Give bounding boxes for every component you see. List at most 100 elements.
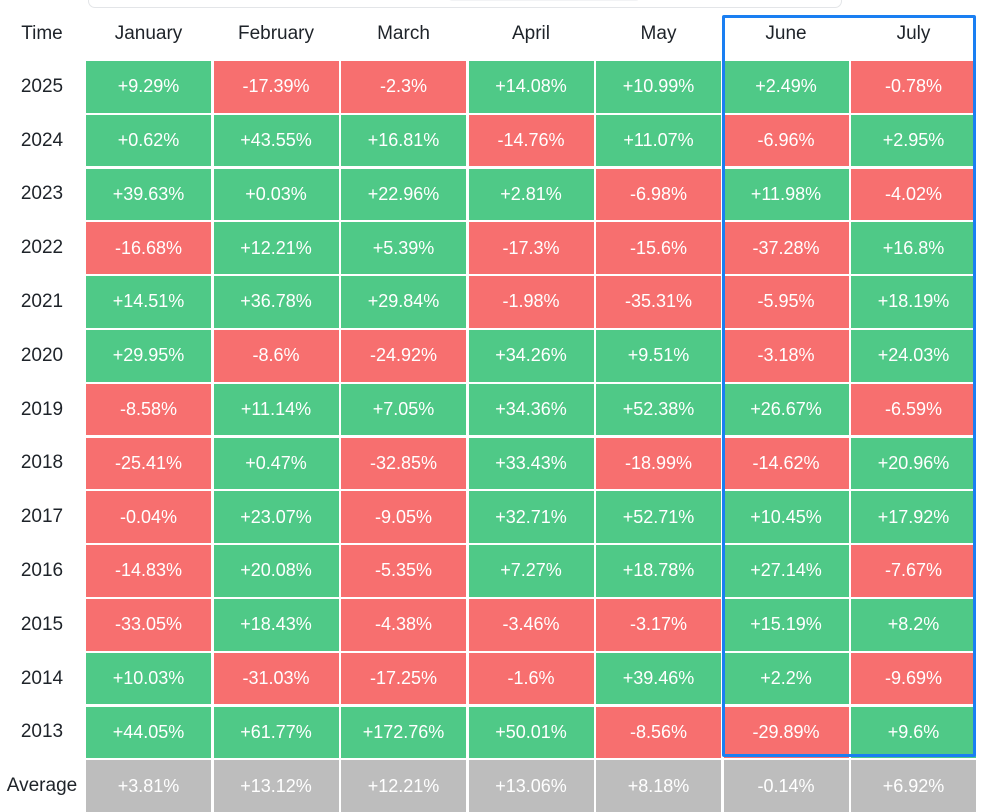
- cell-2018-june: -14.62%: [723, 437, 849, 490]
- cell-2021-july: +18.19%: [851, 276, 976, 328]
- cell-2016-july: -7.67%: [851, 545, 976, 597]
- cell-2023-april: +2.81%: [468, 168, 594, 221]
- cell-2017-january: -0.04%: [86, 491, 211, 543]
- row-label-2016: 2016: [20, 559, 64, 581]
- cell-2020-june: -3.18%: [723, 330, 849, 382]
- cell-2025-may: +10.99%: [596, 61, 721, 113]
- average-july: +6.92%: [851, 760, 976, 812]
- cell-2021-april: -1.98%: [468, 276, 594, 328]
- cell-2024-may: +11.07%: [596, 114, 721, 167]
- corner-label: Time: [21, 23, 63, 44]
- cell-2017-may: +52.71%: [596, 491, 721, 543]
- cell-2017-february: +23.07%: [213, 491, 339, 543]
- cell-2017-june: +10.45%: [723, 491, 849, 543]
- row-label-2024: 2024: [20, 129, 64, 151]
- cell-2015-july: +8.2%: [851, 599, 976, 651]
- cell-2019-may: +52.38%: [596, 383, 721, 436]
- row-label-2017: 2017: [20, 506, 64, 528]
- cell-2024-february: +43.55%: [213, 114, 339, 167]
- row-label-2023: 2023: [20, 183, 64, 205]
- cell-2014-july: -9.69%: [851, 652, 976, 705]
- cell-2023-june: +11.98%: [723, 168, 849, 221]
- cell-2018-february: +0.47%: [213, 437, 339, 490]
- column-header-march: March: [377, 23, 430, 44]
- cell-2018-july: +20.96%: [851, 437, 976, 490]
- cell-2024-june: -6.96%: [723, 114, 849, 167]
- average-june: -0.14%: [723, 760, 849, 812]
- cell-2014-april: -1.6%: [468, 652, 594, 705]
- row-label-2013: 2013: [20, 721, 64, 743]
- cell-2014-february: -31.03%: [213, 652, 339, 705]
- cell-2015-february: +18.43%: [213, 599, 339, 651]
- cell-2016-january: -14.83%: [86, 545, 211, 597]
- cell-2021-june: -5.95%: [723, 276, 849, 328]
- cell-2017-march: -9.05%: [341, 491, 466, 543]
- cell-2024-july: +2.95%: [851, 114, 976, 167]
- cell-2025-july: -0.78%: [851, 61, 976, 113]
- cell-2018-january: -25.41%: [86, 437, 211, 490]
- cell-2020-march: -24.92%: [341, 330, 466, 382]
- cell-2016-february: +20.08%: [213, 545, 339, 597]
- cell-2023-january: +39.63%: [86, 168, 211, 221]
- cell-2020-april: +34.26%: [468, 330, 594, 382]
- cell-2016-june: +27.14%: [723, 545, 849, 597]
- cell-2019-july: -6.59%: [851, 383, 976, 436]
- row-label-2015: 2015: [20, 613, 64, 635]
- cell-2025-april: +14.08%: [468, 61, 594, 113]
- cell-2016-april: +7.27%: [468, 545, 594, 597]
- cell-2021-may: -35.31%: [596, 276, 721, 328]
- row-label-2018: 2018: [20, 452, 64, 474]
- cell-2016-may: +18.78%: [596, 545, 721, 597]
- cell-2019-april: +34.36%: [468, 383, 594, 436]
- cell-2023-march: +22.96%: [341, 168, 466, 221]
- cell-2019-june: +26.67%: [723, 383, 849, 436]
- row-label-2019: 2019: [20, 398, 64, 420]
- cell-2024-january: +0.62%: [86, 114, 211, 167]
- cell-2015-april: -3.46%: [468, 599, 594, 651]
- cell-2020-february: -8.6%: [213, 330, 339, 382]
- average-february: +13.12%: [213, 760, 339, 812]
- column-header-may: May: [640, 23, 677, 44]
- cell-2024-march: +16.81%: [341, 114, 466, 167]
- average-march: +12.21%: [341, 760, 466, 812]
- cell-2015-january: -33.05%: [86, 599, 211, 651]
- cell-2024-april: -14.76%: [468, 114, 594, 167]
- cell-2022-april: -17.3%: [468, 222, 594, 274]
- cell-2020-january: +29.95%: [86, 330, 211, 382]
- cell-2023-may: -6.98%: [596, 168, 721, 221]
- cell-2013-april: +50.01%: [468, 706, 594, 759]
- average-january: +3.81%: [86, 760, 211, 812]
- cell-2018-march: -32.85%: [341, 437, 466, 490]
- cell-2021-march: +29.84%: [341, 276, 466, 328]
- cell-2013-july: +9.6%: [851, 706, 976, 759]
- cell-2014-march: -17.25%: [341, 652, 466, 705]
- average-may: +8.18%: [596, 760, 721, 812]
- cell-2020-may: +9.51%: [596, 330, 721, 382]
- cell-2018-april: +33.43%: [468, 437, 594, 490]
- column-header-february: February: [237, 23, 315, 44]
- average-april: +13.06%: [468, 760, 594, 812]
- cell-2014-may: +39.46%: [596, 652, 721, 705]
- cell-2015-march: -4.38%: [341, 599, 466, 651]
- cell-2023-february: +0.03%: [213, 168, 339, 221]
- row-label-2014: 2014: [20, 667, 64, 689]
- cell-2017-april: +32.71%: [468, 491, 594, 543]
- cell-2019-january: -8.58%: [86, 383, 211, 436]
- cell-2020-july: +24.03%: [851, 330, 976, 382]
- cell-2022-july: +16.8%: [851, 222, 976, 274]
- row-label-2022: 2022: [20, 237, 64, 259]
- cell-2019-february: +11.14%: [213, 383, 339, 436]
- cell-2025-january: +9.29%: [86, 61, 211, 113]
- row-label-2020: 2020: [20, 344, 64, 366]
- cell-2018-may: -18.99%: [596, 437, 721, 490]
- row-label-average: Average: [6, 775, 78, 797]
- cell-2017-july: +17.92%: [851, 491, 976, 543]
- cell-2013-june: -29.89%: [723, 706, 849, 759]
- cell-2014-june: +2.2%: [723, 652, 849, 705]
- cell-2013-may: -8.56%: [596, 706, 721, 759]
- cell-2013-february: +61.77%: [213, 706, 339, 759]
- column-header-june: June: [765, 23, 807, 44]
- cell-2021-january: +14.51%: [86, 276, 211, 328]
- column-header-april: April: [511, 23, 550, 44]
- cell-2022-february: +12.21%: [213, 222, 339, 274]
